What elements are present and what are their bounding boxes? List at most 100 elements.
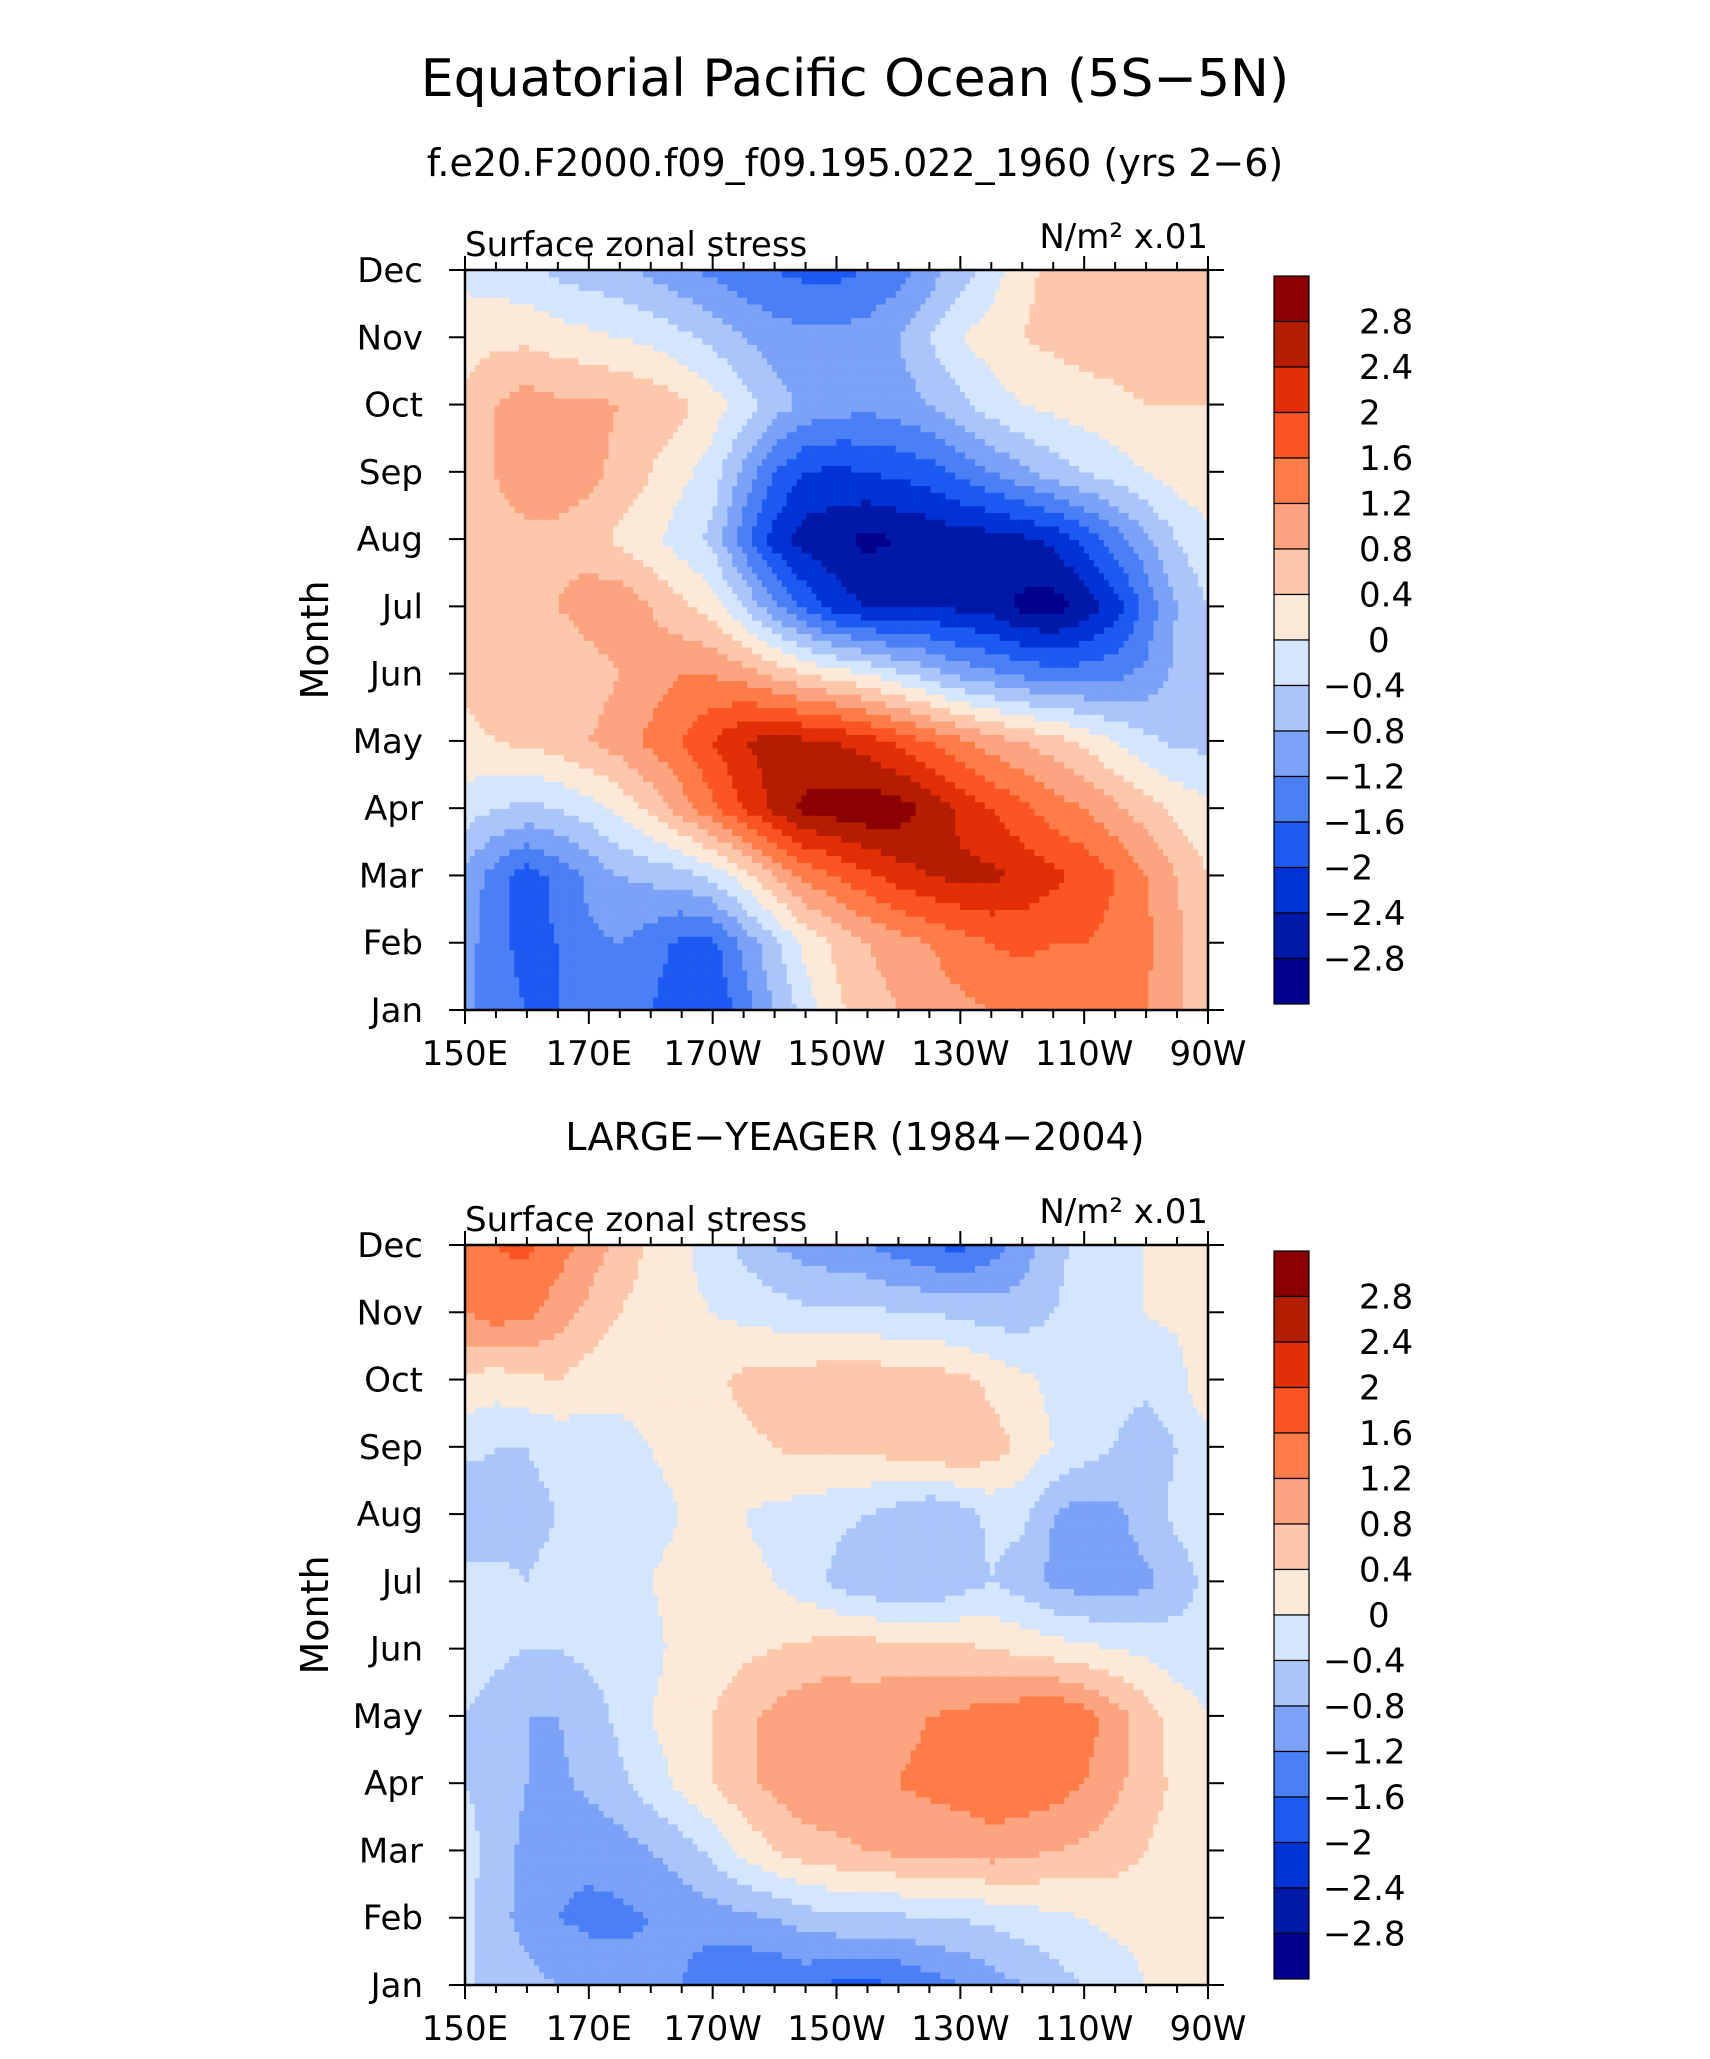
heatmap-cell: [1123, 881, 1130, 890]
heatmap-cell: [737, 821, 744, 830]
heatmap-cell: [856, 955, 863, 964]
heatmap-cell: [915, 976, 922, 984]
heatmap-cell: [747, 855, 754, 863]
heatmap-cell: [1054, 969, 1061, 978]
heatmap-cell: [1039, 935, 1046, 944]
heatmap-cell: [1074, 996, 1081, 1005]
heatmap-cell: [831, 868, 838, 877]
heatmap-cell: [712, 821, 719, 830]
heatmap-cell: [509, 787, 516, 796]
heatmap-cell: [861, 821, 868, 830]
heatmap-cell: [568, 996, 575, 1005]
heatmap-cell: [1173, 801, 1180, 809]
heatmap-cell: [1197, 875, 1204, 883]
heatmap-cell: [1118, 881, 1125, 890]
heatmap-cell: [1064, 861, 1071, 870]
heatmap-cell: [826, 814, 833, 823]
heatmap-cell: [1054, 976, 1061, 984]
heatmap-cell: [499, 922, 506, 931]
heatmap-cell: [638, 821, 645, 830]
heatmap-cell: [826, 868, 833, 877]
heatmap-cell: [653, 915, 659, 924]
heatmap-cell: [1049, 929, 1056, 937]
heatmap-cell: [935, 955, 942, 964]
heatmap-cell: [989, 868, 996, 877]
heatmap-cell: [846, 888, 853, 897]
heatmap-cell: [1079, 915, 1085, 924]
heatmap-cell: [885, 982, 892, 991]
heatmap-cell: [628, 787, 635, 796]
heatmap-cell: [771, 929, 778, 937]
heatmap-cell: [603, 794, 610, 803]
heatmap-cell: [1173, 942, 1180, 951]
heatmap-cell: [474, 969, 481, 978]
heatmap-cell: [994, 942, 1001, 951]
heatmap-cell: [905, 996, 912, 1005]
heatmap-cell: [1168, 828, 1175, 836]
heatmap-cell: [781, 787, 788, 796]
heatmap-cell: [1103, 807, 1110, 816]
heatmap-cell: [890, 834, 897, 843]
heatmap-cell: [712, 861, 719, 870]
heatmap-cell: [1074, 929, 1081, 937]
heatmap-cell: [1059, 929, 1066, 937]
heatmap-cell: [915, 888, 922, 897]
heatmap-cell: [742, 821, 749, 830]
heatmap-cell: [603, 861, 610, 870]
heatmap-cell: [885, 915, 892, 924]
heatmap-cell: [960, 834, 967, 843]
heatmap-cell: [920, 794, 927, 803]
heatmap-cell: [727, 955, 734, 964]
heatmap-cell: [558, 949, 565, 957]
heatmap-cell: [717, 861, 724, 870]
heatmap-cell: [791, 989, 798, 998]
heatmap-cell: [915, 962, 922, 971]
heatmap-cell: [742, 895, 749, 904]
heatmap-cell: [1197, 868, 1204, 877]
heatmap-cell: [836, 848, 843, 857]
heatmap-cell: [623, 794, 630, 803]
heatmap-cell: [603, 888, 610, 897]
heatmap-cell: [890, 942, 897, 951]
heatmap-cell: [846, 902, 853, 910]
heatmap-cell: [1083, 969, 1090, 978]
heatmap-cell: [1103, 828, 1110, 836]
heatmap-cell: [1168, 787, 1175, 796]
heatmap-cell: [1004, 807, 1011, 816]
heatmap-cell: [529, 801, 536, 809]
heatmap-cell: [870, 955, 877, 964]
heatmap-cell: [821, 828, 828, 836]
heatmap-cell: [702, 922, 709, 931]
heatmap-cell: [885, 814, 892, 823]
heatmap-cell: [469, 841, 476, 850]
heatmap-cell: [816, 801, 823, 809]
heatmap-cell: [796, 969, 803, 978]
heatmap-cell: [504, 855, 511, 863]
heatmap-cell: [1108, 868, 1115, 877]
heatmap-cell: [1153, 794, 1160, 803]
heatmap-cell: [925, 908, 932, 917]
heatmap-cell: [776, 834, 783, 843]
heatmap-cell: [573, 781, 580, 789]
heatmap-cell: [1128, 922, 1135, 931]
heatmap-cell: [1049, 922, 1056, 931]
heatmap-cell: [732, 807, 739, 816]
heatmap-cell: [667, 828, 674, 836]
heatmap-cell: [999, 787, 1006, 796]
heatmap-cell: [667, 861, 674, 870]
heatmap-cell: [1069, 875, 1076, 883]
heatmap-cell: [563, 969, 570, 978]
heatmap-cell: [608, 922, 615, 931]
heatmap-cell: [851, 922, 858, 931]
heatmap-cell: [672, 969, 679, 978]
heatmap-cell: [945, 996, 952, 1005]
heatmap-cell: [1192, 855, 1199, 863]
heatmap-cell: [984, 888, 991, 897]
heatmap-cell: [618, 801, 625, 809]
heatmap-cell: [999, 935, 1006, 944]
heatmap-cell: [900, 962, 907, 971]
heatmap-cell: [1118, 841, 1125, 850]
heatmap-cell: [1192, 922, 1199, 931]
heatmap-cell: [796, 828, 803, 836]
heatmap-cell: [549, 996, 555, 1005]
